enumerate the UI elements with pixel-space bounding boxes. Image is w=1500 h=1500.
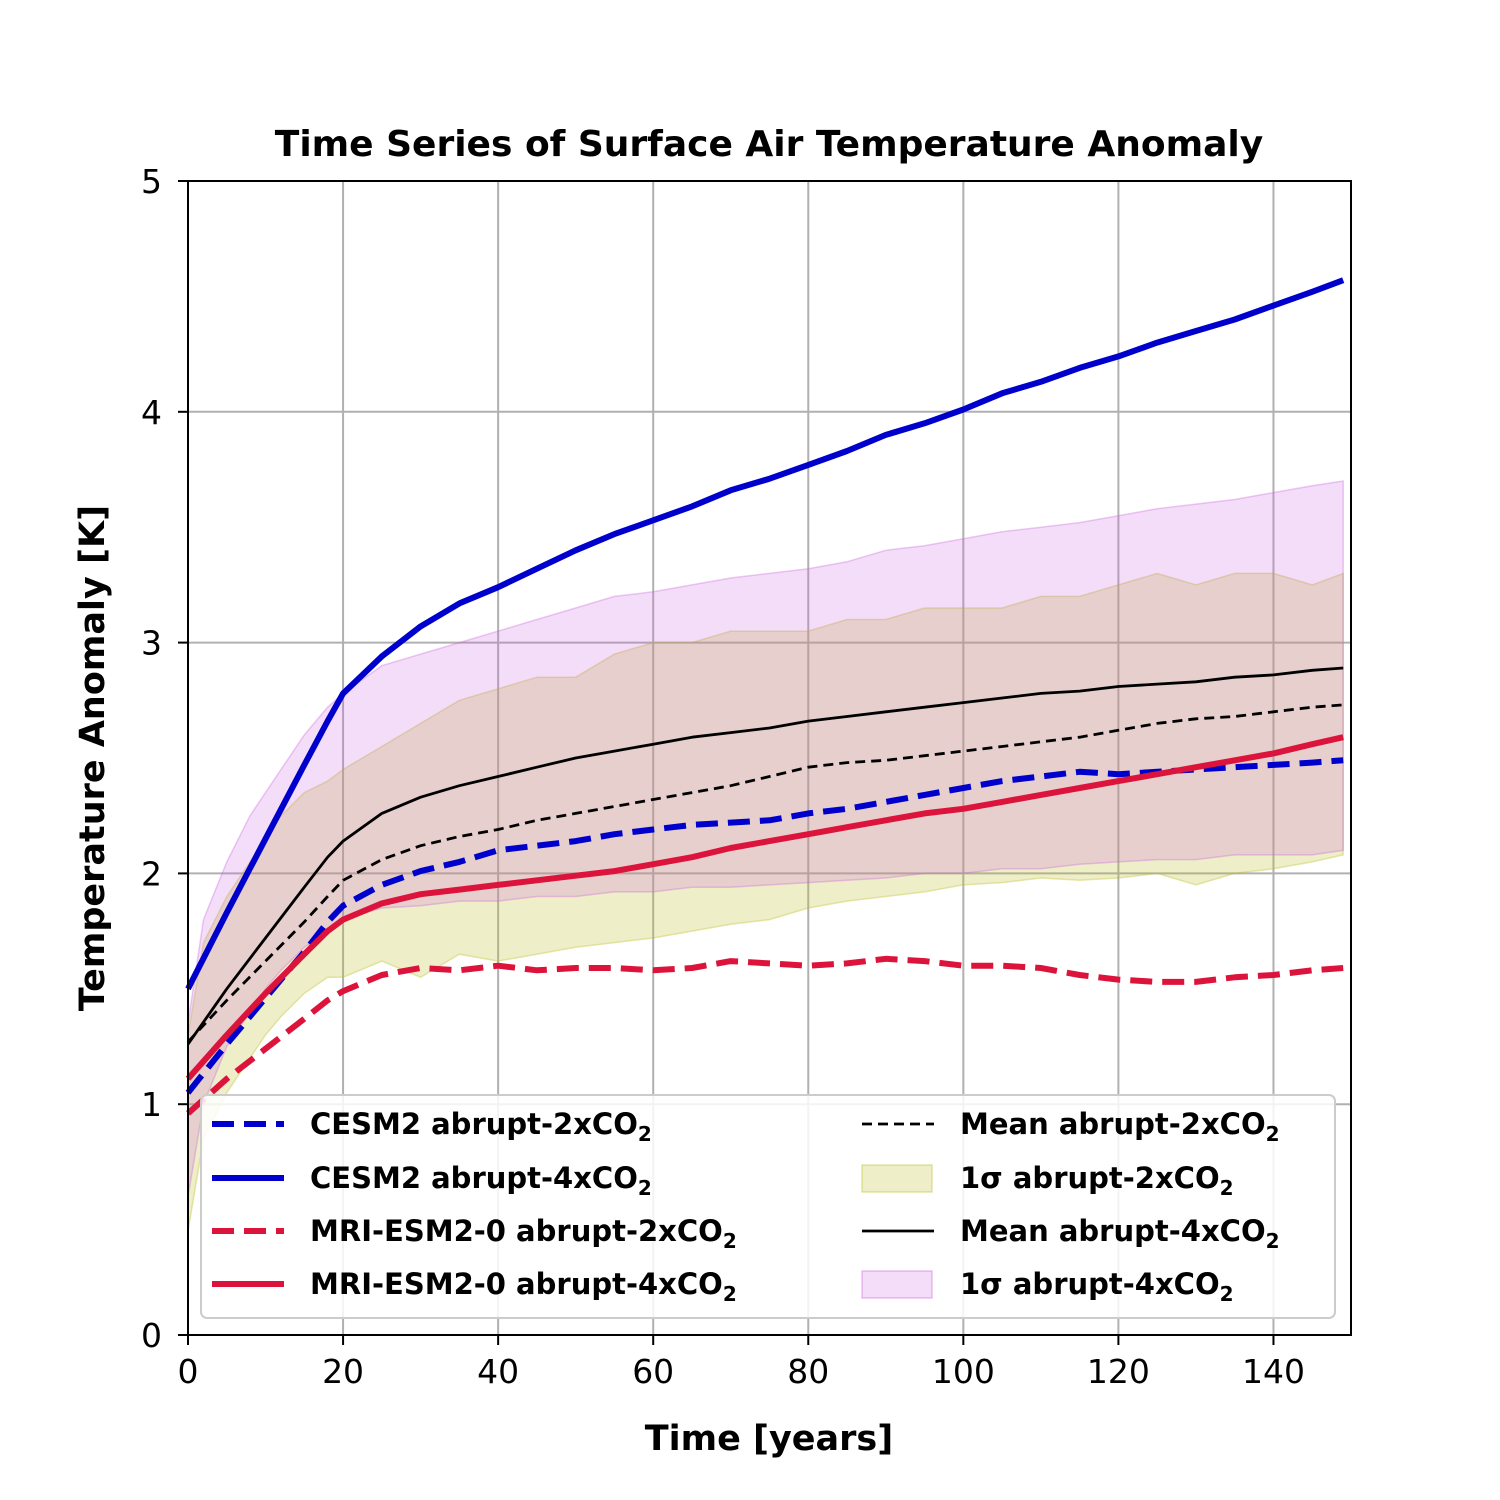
y-tick-label: 3 [141,624,162,663]
ticks-layer: 0 20 40 60 80 100 120 140 0 1 2 3 4 5 [141,162,1305,1391]
legend-label: MRI-ESM2-0 abrupt-2xCO2 [310,1214,737,1253]
legend-entry: 1σ abrupt-4xCO2 [861,1267,1234,1306]
legend-entry: CESM2 abrupt-4xCO2 [212,1161,652,1200]
x-tick-label: 40 [477,1352,519,1391]
y-tick-label: 5 [141,162,162,201]
legend: CESM2 abrupt-2xCO2 CESM2 abrupt-4xCO2 MRI-… [200,1094,1336,1319]
x-tick-label: 80 [787,1352,829,1391]
x-axis-label: Time [years] [645,1419,894,1459]
legend-label: 1σ abrupt-2xCO2 [960,1161,1234,1200]
series-line-5 [186,666,1344,1046]
series-line-4 [186,703,1344,1043]
series-line-1 [185,277,1345,991]
legend-swatch [861,1270,933,1299]
legend-entry: MRI-ESM2-0 abrupt-2xCO2 [212,1214,737,1253]
series-line-2 [186,955,1344,1116]
x-tick-label: 140 [1242,1352,1305,1391]
axes-frame [187,180,1352,1336]
x-tick-label: 120 [1087,1352,1150,1391]
legend-label: CESM2 abrupt-2xCO2 [310,1107,652,1146]
band-0 [187,572,1344,1232]
y-tick-label: 2 [141,854,162,893]
chart-title: Time Series of Surface Air Temperature A… [275,124,1263,165]
x-tick-label: 20 [322,1352,364,1391]
lines-layer [185,277,1345,1116]
legend-box [200,1094,1336,1319]
y-tick-label: 0 [141,1316,162,1355]
legend-entry: Mean abrupt-2xCO2 [862,1107,1280,1146]
legend-entry: Mean abrupt-4xCO2 [862,1214,1280,1253]
x-tick-label: 100 [932,1352,995,1391]
legend-label: 1σ abrupt-4xCO2 [960,1267,1234,1306]
legend-entry: MRI-ESM2-0 abrupt-4xCO2 [212,1267,737,1306]
series-line-3 [185,734,1344,1081]
series-line-0 [185,757,1344,1095]
legend-entry: 1σ abrupt-2xCO2 [861,1161,1234,1200]
legend-label: CESM2 abrupt-4xCO2 [310,1161,652,1200]
legend-label: MRI-ESM2-0 abrupt-4xCO2 [310,1267,737,1306]
x-tick-label: 0 [178,1352,199,1391]
legend-label: Mean abrupt-2xCO2 [960,1107,1280,1146]
y-tick-label: 4 [141,393,162,432]
y-axis-label: Temperature Anomaly [K] [73,505,113,1011]
legend-label: Mean abrupt-4xCO2 [960,1214,1280,1253]
x-tick-label: 60 [632,1352,674,1391]
legend-swatch [861,1164,933,1193]
legend-entry: CESM2 abrupt-2xCO2 [212,1107,652,1146]
y-tick-label: 1 [141,1085,162,1124]
